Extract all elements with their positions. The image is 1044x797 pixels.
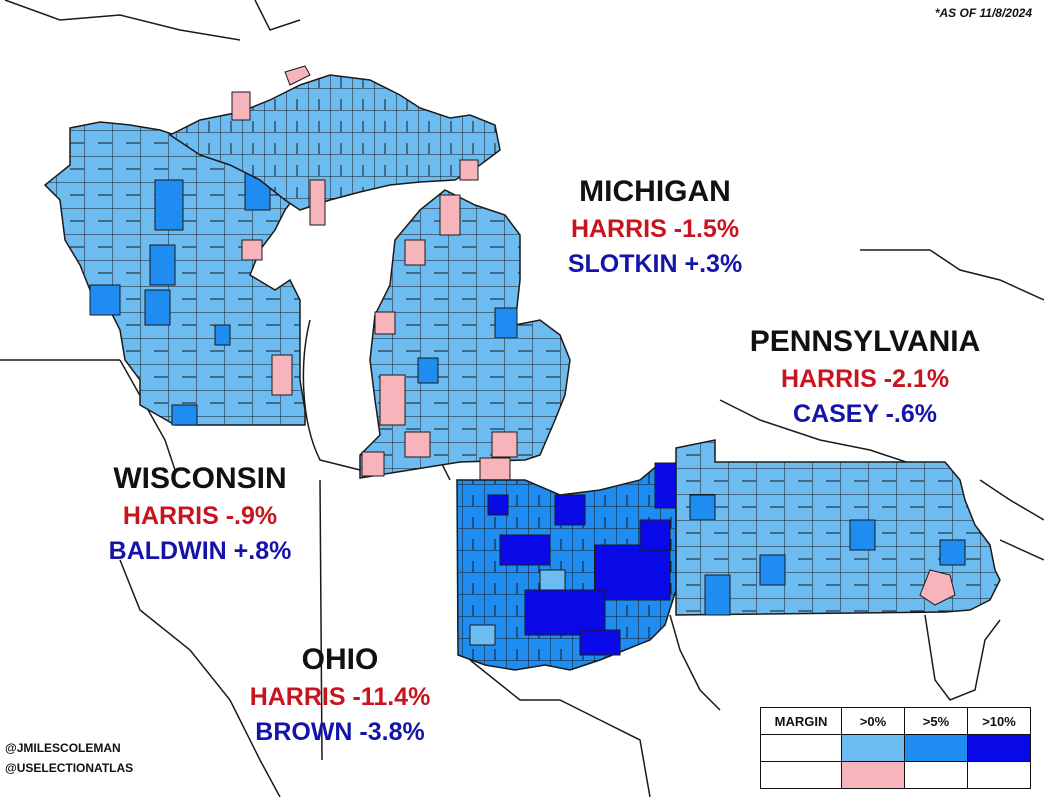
county-pink [374, 311, 396, 335]
county-pink [241, 239, 263, 261]
credits: @JMILESCOLEMAN @USELECTIONATLAS [5, 738, 133, 778]
credit-author: @JMILESCOLEMAN [5, 741, 121, 755]
ohio-senate: BROWN -3.8% [255, 718, 425, 746]
legend-swatch [904, 761, 968, 789]
county-dark [524, 589, 606, 636]
county-pink [439, 194, 461, 236]
legend-swatch [760, 761, 842, 789]
michigan-senate: SLOTKIN +.3% [567, 250, 743, 278]
ohio-name: OHIO [301, 643, 379, 676]
county-dark [487, 494, 509, 516]
county-dark [579, 629, 621, 656]
county-mid [144, 289, 171, 326]
michigan-name: MICHIGAN [579, 175, 731, 208]
county-light [469, 624, 496, 646]
ohio-results: OHIO HARRIS -11.4% BROWN -3.8% [230, 643, 450, 747]
legend-swatch [904, 734, 968, 762]
wisconsin-results: WISCONSIN HARRIS -.9% BALDWIN +.8% [90, 462, 310, 566]
michigan-results: MICHIGAN HARRIS -1.5% SLOTKIN +.3% [545, 175, 765, 279]
county-pink [459, 159, 479, 181]
pennsylvania-senate: CASEY -.6% [792, 400, 938, 428]
county-mid [214, 324, 231, 346]
county-dark [554, 494, 586, 526]
county-pink [404, 431, 431, 458]
ohio-president: HARRIS -11.4% [249, 683, 431, 711]
state-michigan-lower [359, 189, 571, 481]
county-mid [171, 404, 198, 426]
state-pennsylvania [675, 439, 1001, 616]
county-mid [149, 244, 176, 286]
county-pink [404, 239, 426, 266]
pennsylvania-results: PENNSYLVANIA HARRIS -2.1% CASEY -.6% [735, 325, 995, 429]
county-mid [939, 539, 966, 566]
county-light [539, 569, 566, 591]
county-mid [689, 494, 716, 521]
pennsylvania-name: PENNSYLVANIA [749, 325, 981, 358]
margin-legend: MARGIN >0% >5% >10% [760, 707, 1031, 789]
legend-col-0: >0% [841, 707, 905, 735]
legend-swatch [967, 761, 1031, 789]
county-pink [479, 457, 511, 481]
county-dark [639, 519, 671, 551]
county-dark [499, 534, 551, 566]
wisconsin-name: WISCONSIN [113, 462, 287, 495]
county-pink [284, 65, 311, 86]
county-mid [154, 179, 184, 231]
michigan-president: HARRIS -1.5% [570, 215, 740, 243]
county-mid [759, 554, 786, 586]
pennsylvania-president: HARRIS -2.1% [780, 365, 950, 393]
county-pink [271, 354, 293, 396]
county-pink [919, 569, 956, 606]
legend-swatch [841, 734, 905, 762]
county-pink [231, 91, 251, 121]
wisconsin-senate: BALDWIN +.8% [108, 537, 292, 565]
county-mid [494, 307, 518, 339]
county-dark [594, 544, 671, 601]
county-pink [361, 451, 385, 477]
legend-swatch [760, 734, 842, 762]
state-michigan-upper [168, 65, 501, 226]
state-ohio [456, 462, 677, 671]
county-mid [849, 519, 876, 551]
legend-swatch [967, 734, 1031, 762]
county-dark [654, 462, 677, 509]
state-wisconsin [43, 121, 306, 426]
legend-header: MARGIN [760, 707, 842, 735]
county-pink [309, 179, 326, 226]
legend-col-1: >5% [904, 707, 968, 735]
county-mid [704, 574, 731, 616]
wisconsin-president: HARRIS -.9% [122, 502, 278, 530]
county-pink [379, 374, 406, 426]
county-pink [491, 431, 518, 458]
as-of-date: *AS OF 11/8/2024 [934, 6, 1032, 20]
county-mid [417, 357, 439, 384]
legend-col-2: >10% [967, 707, 1031, 735]
legend-swatch [841, 761, 905, 789]
credit-atlas: @USELECTIONATLAS [5, 761, 134, 775]
county-mid [89, 284, 121, 316]
